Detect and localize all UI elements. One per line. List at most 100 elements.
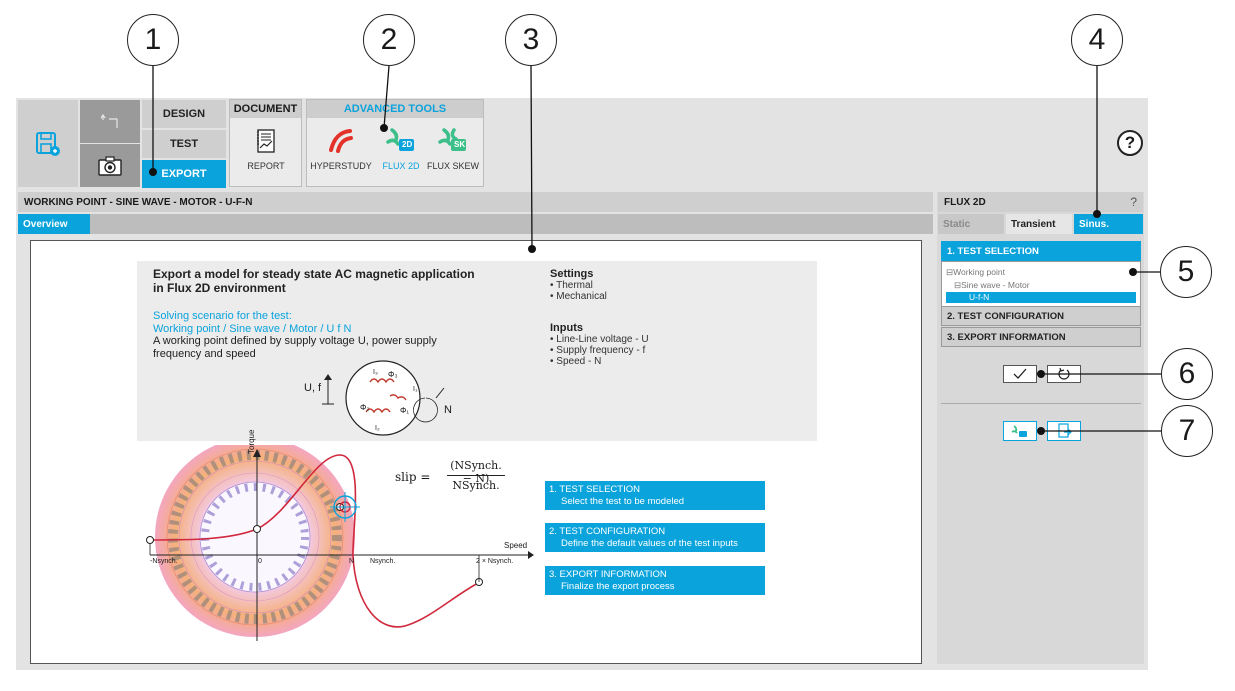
step-export-information: 3. EXPORT INFORMATION Finalize the expor… xyxy=(545,566,765,595)
step-test-configuration: 2. TEST CONFIGURATION Define the default… xyxy=(545,523,765,552)
callout-3: 3 xyxy=(505,14,557,66)
i3-label: I₃ xyxy=(373,369,378,376)
phi3-label: Φ₃ xyxy=(388,370,398,379)
tree-item-working-point[interactable]: ⊟Working point xyxy=(946,267,1005,277)
speed-axis-label: Speed xyxy=(504,541,528,550)
settings-section: Settings • Thermal • Mechanical xyxy=(550,268,607,302)
flux2d-button[interactable]: 2D FLUX 2D xyxy=(369,126,433,171)
tab-sinus[interactable]: Sinus. xyxy=(1074,214,1143,234)
doc-scenario-line1: Solving scenario for the test: xyxy=(153,310,292,322)
i1-label: I₁ xyxy=(413,386,418,393)
flux2d-badge: 2D xyxy=(402,140,413,149)
right-panel-title: FLUX 2D ? xyxy=(938,192,1143,212)
export-file-icon xyxy=(1058,423,1072,438)
motor-schematic xyxy=(322,360,445,436)
tick-n: N xyxy=(349,558,355,565)
doc-desc-line1: A working point defined by supply voltag… xyxy=(153,335,437,347)
doc-desc-line2: frequency and speed xyxy=(153,348,256,360)
doc-scenario-line2: Working point / Sine wave / Motor / U f … xyxy=(153,323,352,335)
undo-button[interactable] xyxy=(80,100,140,143)
slip-fraction-bar xyxy=(447,475,505,476)
export-flux2d-button[interactable] xyxy=(1003,421,1037,441)
camera-icon xyxy=(98,155,122,176)
accordion-export-information[interactable]: 3. EXPORT INFORMATION xyxy=(941,327,1141,347)
step-desc: Define the default values of the test in… xyxy=(561,538,738,549)
torque-axis-label: Torque xyxy=(247,429,256,454)
flux-skew-icon xyxy=(438,128,466,151)
test-button[interactable]: TEST xyxy=(142,130,226,158)
main-title: WORKING POINT - SINE WAVE - MOTOR - U-F-… xyxy=(18,192,933,212)
tick-nsynch: Nsynch. xyxy=(370,558,396,565)
step-desc: Finalize the export process xyxy=(561,581,675,592)
settings-item: • Mechanical xyxy=(550,291,607,302)
flux-skew-badge: SK xyxy=(454,140,466,149)
callout-5: 5 xyxy=(1160,246,1212,298)
save-button[interactable] xyxy=(18,100,78,187)
undo-icon xyxy=(100,113,118,128)
accordion-test-configuration[interactable]: 2. TEST CONFIGURATION xyxy=(941,306,1141,326)
hyperstudy-icon xyxy=(329,129,353,153)
flux2d-export-icon xyxy=(1011,425,1027,437)
inputs-item: • Speed - N xyxy=(550,356,602,367)
tab-static[interactable]: Static xyxy=(938,214,1004,234)
design-button[interactable]: DESIGN xyxy=(142,100,226,128)
doc-description: A working point defined by supply voltag… xyxy=(153,335,483,361)
report-label: REPORT xyxy=(247,161,285,171)
inputs-item: • Supply frequency - f xyxy=(550,345,646,356)
right-panel-help-icon[interactable]: ? xyxy=(1130,195,1137,209)
step-test-selection: 1. TEST SELECTION Select the test to be … xyxy=(545,481,765,510)
doc-scenario: Solving scenario for the test: Working p… xyxy=(153,310,351,336)
tab-transient[interactable]: Transient xyxy=(1006,214,1072,234)
tab-overview[interactable]: Overview xyxy=(18,214,90,234)
flux2d-label: FLUX 2D xyxy=(382,161,420,171)
report-icon xyxy=(257,129,275,153)
advanced-tools-group: ADVANCED TOOLS HYPERSTUDY 2D FLUX 2D xyxy=(306,99,484,187)
step-title: 1. TEST SELECTION xyxy=(549,484,640,495)
inputs-item: • Line-Line voltage - U xyxy=(550,334,649,345)
report-button[interactable]: REPORT xyxy=(234,126,298,171)
right-panel-divider xyxy=(941,403,1141,404)
check-icon xyxy=(1013,368,1027,379)
callout-7: 7 xyxy=(1161,405,1213,457)
i2-label: I₂ xyxy=(375,425,380,432)
doc-title: Export a model for steady state AC magne… xyxy=(153,267,475,295)
export-file-button[interactable] xyxy=(1047,421,1081,441)
tick-zero: 0 xyxy=(258,558,262,565)
doc-title-line2: in Flux 2D environment xyxy=(153,281,286,295)
main-tabbar xyxy=(18,214,933,234)
advanced-tools-title: ADVANCED TOOLS xyxy=(307,100,483,118)
document-group: DOCUMENT REPORT xyxy=(229,99,302,187)
callout-6: 6 xyxy=(1161,348,1213,400)
phi1-label: Φ₁ xyxy=(400,406,410,415)
flux-skew-button[interactable]: SK FLUX SKEW xyxy=(421,126,485,171)
tree-item-sine-motor[interactable]: ⊟Sine wave - Motor xyxy=(954,280,1030,290)
step-desc: Select the test to be modeled xyxy=(561,496,685,507)
screenshot-button[interactable] xyxy=(80,144,140,187)
hyperstudy-label: HYPERSTUDY xyxy=(310,161,372,171)
reset-button[interactable] xyxy=(1047,365,1081,383)
flux2d-icon xyxy=(386,128,414,151)
reset-icon xyxy=(1058,367,1070,380)
callout-2: 2 xyxy=(363,14,415,66)
callout-4: 4 xyxy=(1071,14,1123,66)
tick-neg-nsynch: -Nsynch. xyxy=(150,558,178,565)
torque-speed-illustration xyxy=(146,445,534,641)
flux-skew-label: FLUX SKEW xyxy=(426,161,479,171)
hyperstudy-button[interactable]: HYPERSTUDY xyxy=(309,126,373,171)
validate-button[interactable] xyxy=(1003,365,1037,383)
accordion-test-selection[interactable]: 1. TEST SELECTION xyxy=(941,241,1141,261)
inputs-section: Inputs • Line-Line voltage - U • Supply … xyxy=(550,322,649,367)
tree-item-ufn[interactable]: U-f-N xyxy=(946,292,1136,303)
settings-item: • Thermal xyxy=(550,280,593,291)
help-icon[interactable]: ? xyxy=(1117,130,1143,156)
export-button[interactable]: EXPORT xyxy=(142,160,226,188)
document-group-title: DOCUMENT xyxy=(230,100,301,118)
slip-lhs: slip = xyxy=(395,470,431,484)
callout-1: 1 xyxy=(127,14,179,66)
doc-title-line1: Export a model for steady state AC magne… xyxy=(153,267,475,281)
settings-title: Settings xyxy=(550,268,594,280)
phi2-label: Φ₂ xyxy=(360,403,370,412)
uf-label: U, f xyxy=(304,382,322,394)
doc-summary-panel xyxy=(137,261,817,441)
tick-2nsynch: 2 × Nsynch. xyxy=(476,558,514,565)
